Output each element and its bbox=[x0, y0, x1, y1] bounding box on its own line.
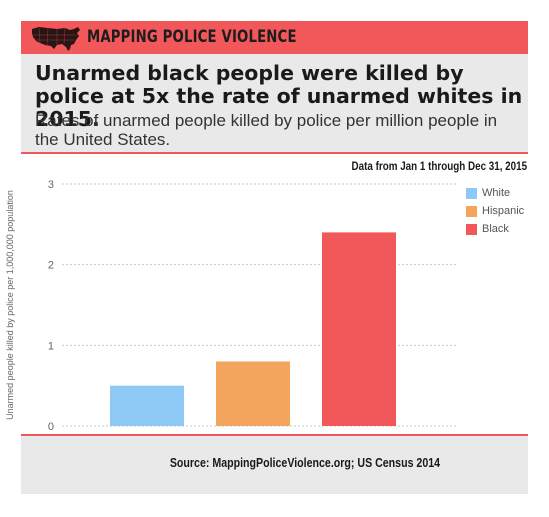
header-divider bbox=[21, 152, 528, 154]
us-map-icon bbox=[32, 27, 80, 51]
y-tick-label: 0 bbox=[48, 421, 54, 433]
page-title: Unarmed black people were killed by poli… bbox=[35, 61, 523, 131]
legend-swatch bbox=[466, 205, 477, 217]
chart-divider bbox=[21, 434, 528, 436]
chart-bars bbox=[110, 232, 396, 426]
page-subtitle: Rates of unarmed people killed by police… bbox=[35, 111, 498, 149]
y-tick-label: 2 bbox=[48, 260, 54, 272]
legend-swatch bbox=[466, 223, 477, 235]
legend-swatch bbox=[466, 187, 477, 199]
brand-name: MAPPING POLICE VIOLENCE bbox=[87, 27, 297, 47]
y-axis-label: Unarmed people killed by police per 1,00… bbox=[5, 190, 15, 420]
legend-label: Hispanic bbox=[482, 205, 525, 217]
bar-white bbox=[110, 385, 184, 426]
header-panel: Unarmed black people were killed by poli… bbox=[21, 54, 528, 152]
legend-item-hispanic: Hispanic bbox=[466, 202, 524, 220]
bar-hispanic bbox=[216, 361, 290, 426]
brand-bar: MAPPING POLICE VIOLENCE bbox=[21, 21, 528, 54]
chart-legend: White Hispanic Black bbox=[466, 184, 524, 238]
y-tick-label: 3 bbox=[48, 179, 54, 191]
legend-item-black: Black bbox=[466, 220, 524, 238]
y-tick-label: 1 bbox=[48, 340, 54, 352]
legend-label: Black bbox=[482, 223, 509, 235]
legend-label: White bbox=[482, 187, 511, 199]
y-axis-ticks: 0 1 2 3 bbox=[48, 179, 54, 433]
source-note: Source: MappingPoliceViolence.org; US Ce… bbox=[169, 456, 440, 470]
footer-panel: Source: MappingPoliceViolence.org; US Ce… bbox=[21, 436, 528, 494]
legend-item-white: White bbox=[466, 184, 524, 202]
date-range-note: Data from Jan 1 through Dec 31, 2015 bbox=[351, 159, 527, 173]
bar-black bbox=[322, 232, 396, 426]
